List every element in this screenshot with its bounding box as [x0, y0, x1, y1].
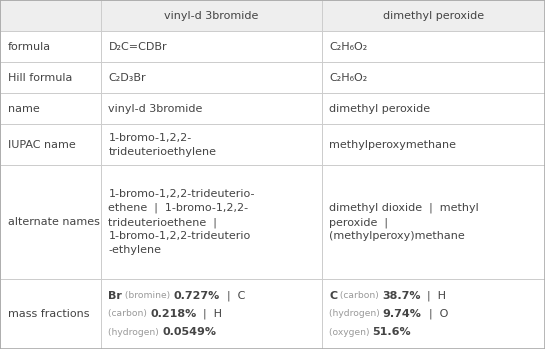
Text: dimethyl dioxide  |  methyl
peroxide  |
(methylperoxy)methane: dimethyl dioxide | methyl peroxide | (me…	[329, 203, 479, 241]
Text: |  C: | C	[220, 290, 245, 301]
Bar	[101, 165, 322, 279]
Text: (carbon): (carbon)	[108, 310, 150, 318]
Text: vinyl-d 3bromide: vinyl-d 3bromide	[164, 10, 258, 21]
Text: C₂D₃Br: C₂D₃Br	[108, 73, 146, 83]
Text: (hydrogen): (hydrogen)	[329, 310, 383, 318]
Bar	[0, 279, 101, 349]
Text: dimethyl peroxide: dimethyl peroxide	[383, 10, 484, 21]
Bar	[101, 93, 322, 124]
Text: (bromine): (bromine)	[122, 291, 173, 300]
Text: 1-bromo-1,2,2-
trideuterioethylene: 1-bromo-1,2,2- trideuterioethylene	[108, 133, 216, 157]
Text: 9.74%: 9.74%	[383, 309, 422, 319]
Bar	[101, 124, 322, 165]
Bar	[101, 279, 322, 349]
Text: Br: Br	[108, 290, 122, 300]
Bar	[101, 62, 322, 93]
Bar	[0, 93, 101, 124]
Bar	[0, 62, 101, 93]
Text: |  H: | H	[196, 309, 222, 319]
Bar	[322, 124, 545, 165]
Text: 0.0549%: 0.0549%	[162, 327, 216, 337]
Bar	[322, 0, 545, 31]
Text: methylperoxymethane: methylperoxymethane	[329, 140, 456, 150]
Text: 51.6%: 51.6%	[373, 327, 411, 337]
Bar	[0, 31, 101, 62]
Bar	[101, 0, 322, 31]
Text: formula: formula	[8, 42, 51, 52]
Bar	[101, 31, 322, 62]
Bar	[322, 62, 545, 93]
Text: dimethyl peroxide: dimethyl peroxide	[329, 104, 431, 114]
Text: mass fractions: mass fractions	[8, 309, 89, 319]
Text: D₂C=CDBr: D₂C=CDBr	[108, 42, 167, 52]
Text: 0.727%: 0.727%	[173, 290, 220, 300]
Text: 1-bromo-1,2,2-trideuterio-
ethene  |  1-bromo-1,2,2-
trideuterioethene  |
1-brom: 1-bromo-1,2,2-trideuterio- ethene | 1-br…	[108, 190, 255, 255]
Text: (oxygen): (oxygen)	[329, 328, 373, 337]
Bar	[0, 124, 101, 165]
Text: (hydrogen): (hydrogen)	[108, 328, 162, 337]
Text: IUPAC name: IUPAC name	[8, 140, 75, 150]
Bar	[0, 0, 101, 31]
Bar	[322, 93, 545, 124]
Text: Hill formula: Hill formula	[8, 73, 72, 83]
Text: 0.218%: 0.218%	[150, 309, 196, 319]
Text: C₂H₆O₂: C₂H₆O₂	[329, 42, 367, 52]
Text: C₂H₆O₂: C₂H₆O₂	[329, 73, 367, 83]
Text: alternate names: alternate names	[8, 217, 100, 227]
Text: vinyl-d 3bromide: vinyl-d 3bromide	[108, 104, 203, 114]
Text: C: C	[329, 290, 337, 300]
Text: (carbon): (carbon)	[337, 291, 382, 300]
Text: 38.7%: 38.7%	[382, 290, 420, 300]
Bar	[322, 31, 545, 62]
Bar	[322, 279, 545, 349]
Text: |  H: | H	[420, 290, 446, 301]
Bar	[0, 165, 101, 279]
Bar	[322, 165, 545, 279]
Text: |  O: | O	[422, 309, 448, 319]
Text: name: name	[8, 104, 39, 114]
